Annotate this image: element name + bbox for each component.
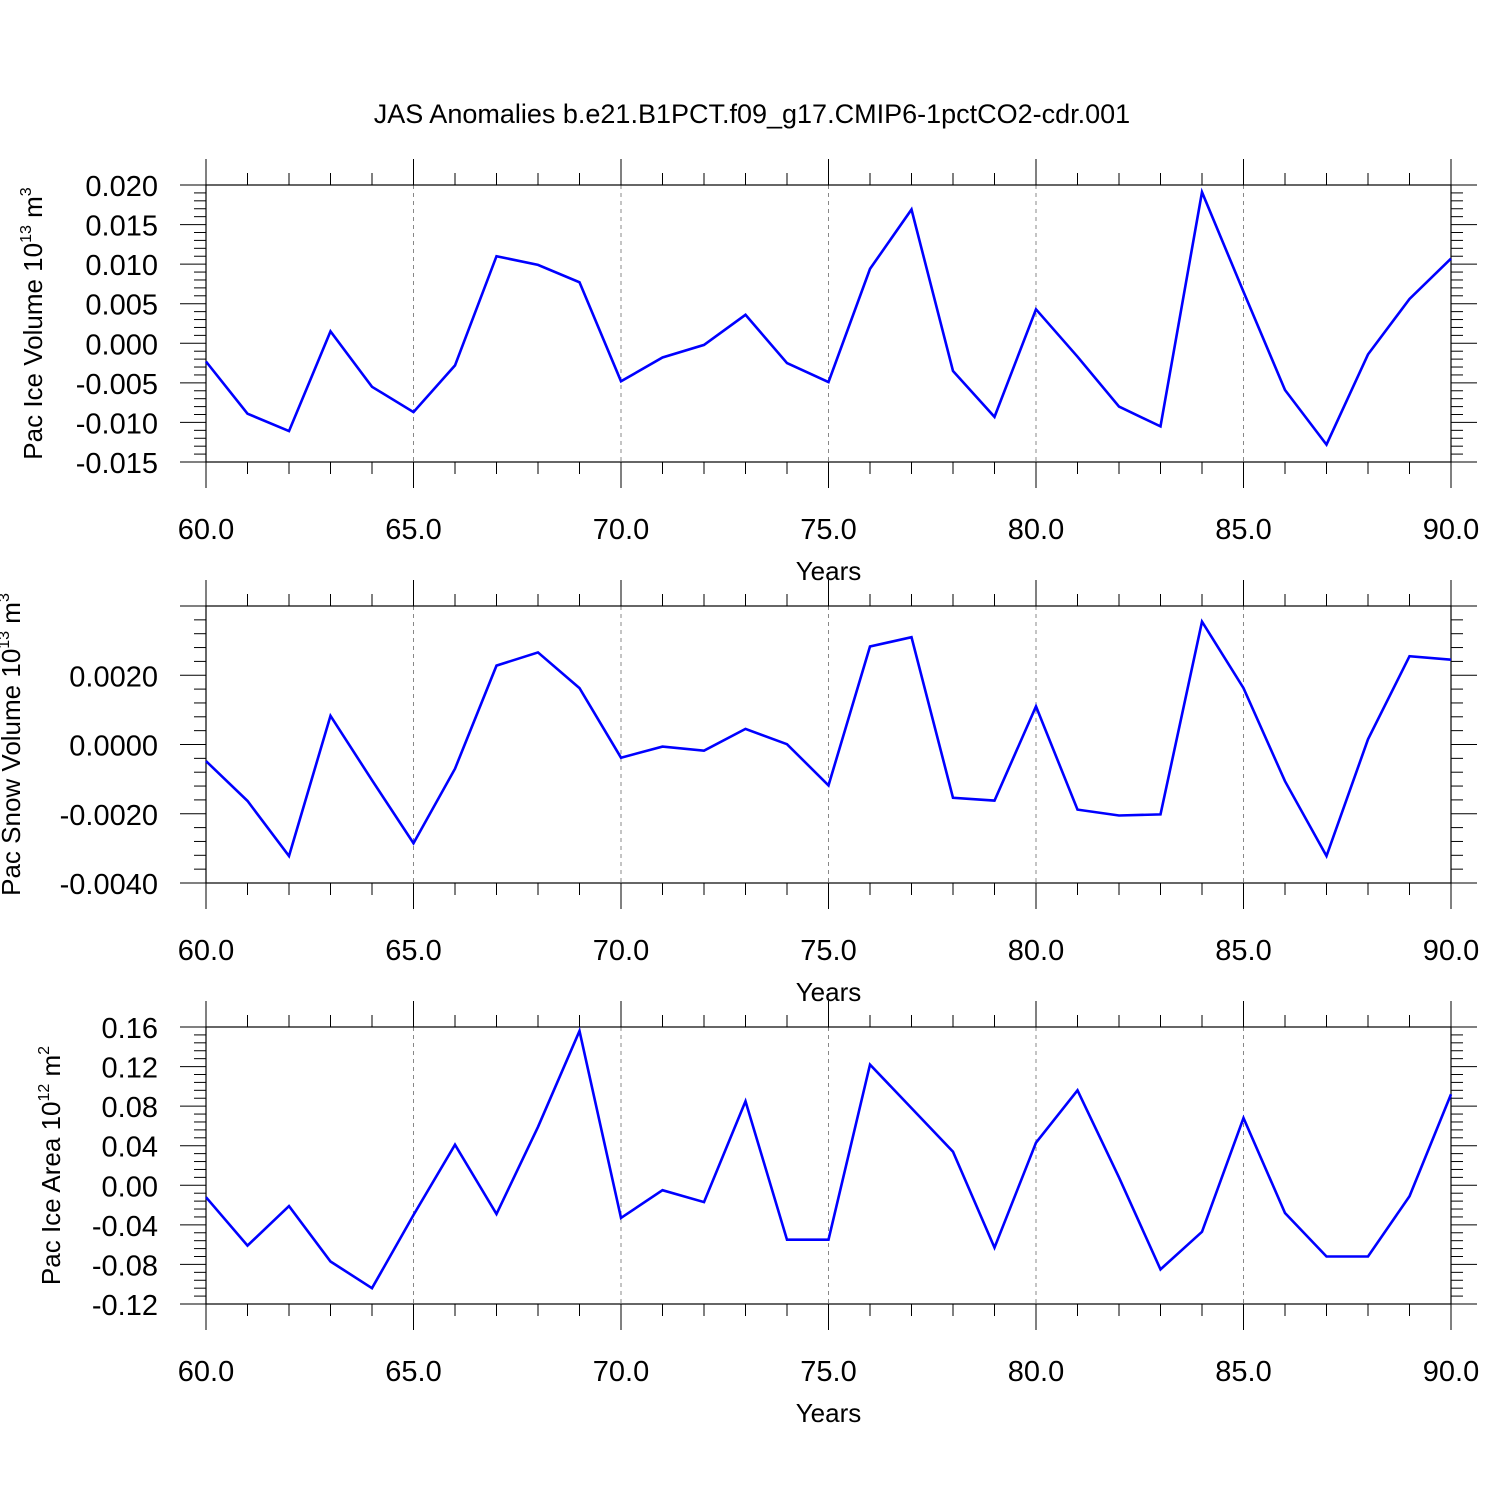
y-tick-label: 0.005 <box>85 290 158 322</box>
y-tick-label: -0.12 <box>92 1290 158 1322</box>
y-tick-label: -0.04 <box>92 1211 158 1243</box>
y-axis-label: Pac Ice Volume 1013 m3 <box>18 187 48 460</box>
y-tick-label: 0.020 <box>85 171 158 203</box>
chart-title: JAS Anomalies b.e21.B1PCT.f09_g17.CMIP6-… <box>374 99 1130 129</box>
x-tick-label: 75.0 <box>800 1356 856 1388</box>
y-tick-label: 0.00 <box>102 1171 158 1203</box>
x-tick-label: 80.0 <box>1008 935 1064 967</box>
x-tick-label: 65.0 <box>385 1356 441 1388</box>
x-tick-label: 65.0 <box>385 514 441 546</box>
x-tick-label: 85.0 <box>1215 1356 1271 1388</box>
series-line <box>205 618 1452 860</box>
y-tick-label: 0.0020 <box>69 661 158 693</box>
y-tick-label: 0.0000 <box>69 731 158 763</box>
x-tick-label: 90.0 <box>1423 935 1479 967</box>
y-tick-label: 0.04 <box>102 1132 158 1164</box>
x-tick-label: 60.0 <box>178 514 234 546</box>
y-tick-label: 0.12 <box>102 1053 158 1085</box>
x-axis-label: Years <box>796 1398 862 1428</box>
x-tick-label: 60.0 <box>178 935 234 967</box>
y-axis-label: Pac Ice Area 1012 m2 <box>36 1046 66 1285</box>
y-tick-label: -0.005 <box>76 369 158 401</box>
series-line <box>204 187 1452 448</box>
x-tick-label: 70.0 <box>593 1356 649 1388</box>
y-tick-label: 0.015 <box>85 211 158 243</box>
series-line <box>205 1026 1453 1291</box>
y-tick-label: -0.010 <box>76 408 158 440</box>
y-tick-label: 0.000 <box>85 329 158 361</box>
y-axis-label: Pac Snow Volume 1013 m3 <box>0 593 26 896</box>
x-tick-label: 80.0 <box>1008 1356 1064 1388</box>
y-tick-label: -0.0020 <box>60 800 158 832</box>
panel-1: 0.020 0.015 0.010 0.005 0.000 -0.005 -0.010 -0.… <box>18 159 1479 586</box>
y-tick-label: 0.010 <box>85 250 158 282</box>
x-tick-label: 70.0 <box>593 935 649 967</box>
y-tick-label: 0.16 <box>102 1013 158 1045</box>
x-tick-label: 80.0 <box>1008 514 1064 546</box>
x-tick-label: 85.0 <box>1215 935 1271 967</box>
x-tick-label: 70.0 <box>593 514 649 546</box>
x-tick-label: 60.0 <box>178 1356 234 1388</box>
x-tick-label: 90.0 <box>1423 1356 1479 1388</box>
x-tick-label: 90.0 <box>1423 514 1479 546</box>
y-tick-label: -0.08 <box>92 1250 158 1282</box>
x-tick-label: 75.0 <box>800 935 856 967</box>
y-tick-label: 0.08 <box>102 1092 158 1124</box>
x-tick-label: 75.0 <box>800 514 856 546</box>
x-tick-label: 85.0 <box>1215 514 1271 546</box>
panels: 0.020 0.015 0.010 0.005 0.000 -0.005 -0.010 -0.… <box>0 159 1479 1428</box>
panel-3: 0.16 0.12 0.08 0.04 0.00 -0.04 -0.08 -0.12 60.0 6… <box>36 1001 1479 1428</box>
panel-2: 0.0020 0.0000 -0.0020 -0.0040 60.0 65.0 70.0 75… <box>0 580 1479 1007</box>
x-tick-label: 65.0 <box>385 935 441 967</box>
y-tick-label: -0.0040 <box>60 869 158 901</box>
y-tick-label: -0.015 <box>76 448 158 480</box>
